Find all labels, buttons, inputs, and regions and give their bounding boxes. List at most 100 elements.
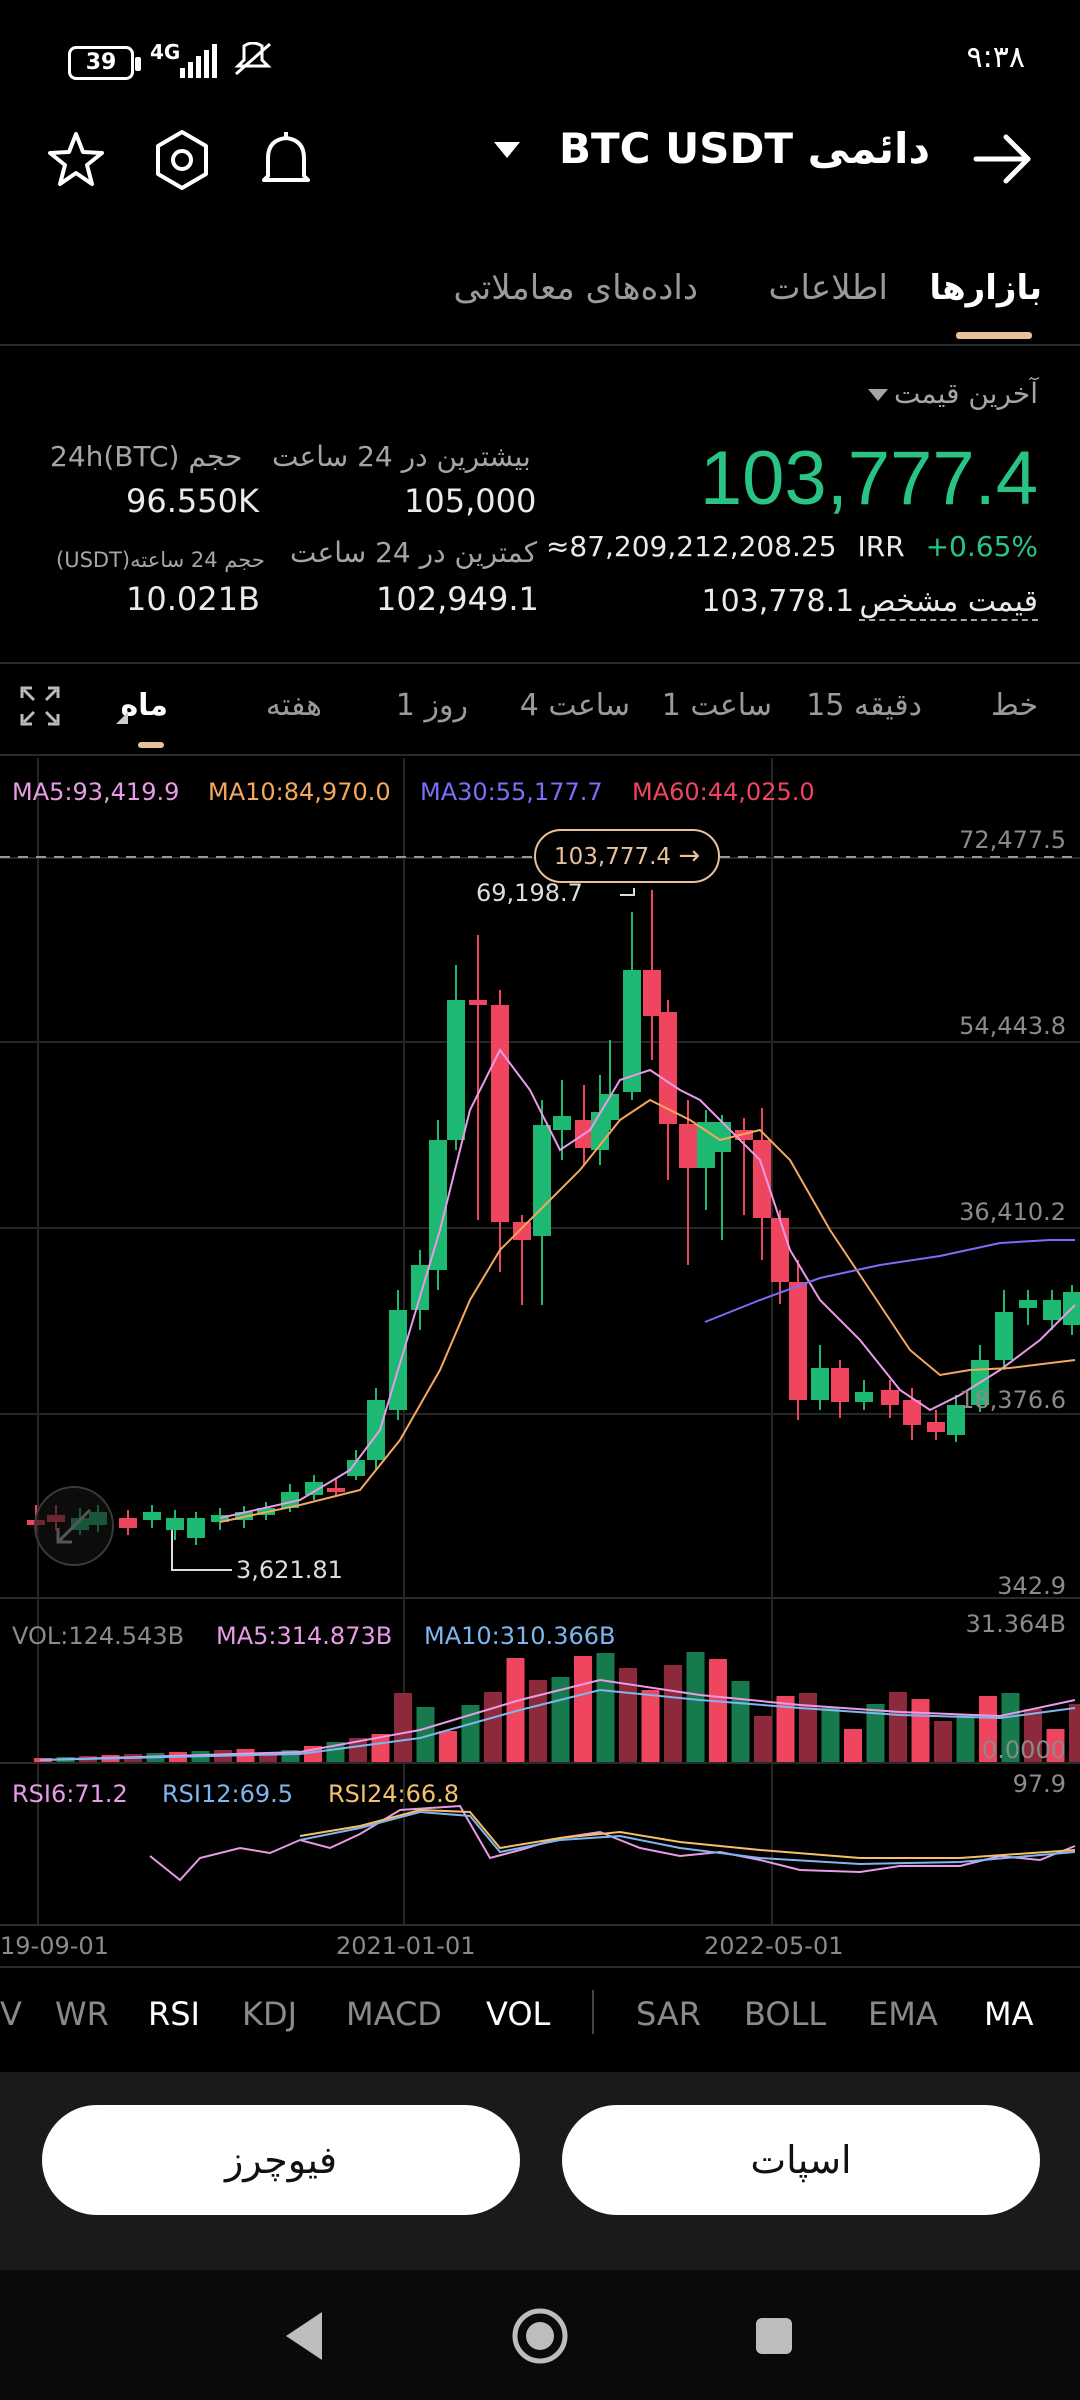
rsi12-legend: RSI12:69.5 <box>162 1780 294 1808</box>
volume-bar <box>416 1707 435 1762</box>
candle <box>211 1515 229 1522</box>
candle <box>601 1094 619 1120</box>
battery-indicator: 39 <box>68 46 141 80</box>
volume-bar <box>686 1652 705 1762</box>
candle <box>789 1282 807 1400</box>
rsi12-line <box>299 1810 1076 1866</box>
active-tab-indicator <box>956 332 1032 339</box>
volume-bar <box>1001 1693 1020 1762</box>
candle <box>771 1218 789 1282</box>
candle <box>327 1488 345 1492</box>
timeframe-4h[interactable]: 4 ساعت <box>519 688 630 723</box>
current-price-tag[interactable]: 103,777.4 → <box>534 829 720 883</box>
last-price: 103,777.4 <box>699 436 1038 521</box>
candle <box>187 1518 205 1538</box>
futures-button[interactable]: فیوچرز <box>42 2105 520 2215</box>
candle <box>429 1140 447 1270</box>
high-24h-label: بیشترین در 24 ساعت <box>272 440 531 473</box>
candle <box>305 1482 323 1495</box>
ma30-legend: MA30:55,177.7 <box>420 778 603 806</box>
back-icon[interactable] <box>282 2310 326 2362</box>
volume-bar <box>776 1696 795 1762</box>
candle <box>553 1116 571 1130</box>
candle <box>903 1400 921 1425</box>
indicator-boll[interactable]: BOLL <box>744 1995 827 2033</box>
volume-usdt-value: 10.021B <box>126 580 260 618</box>
high-marker-leader <box>620 888 635 896</box>
indicator-wr[interactable]: WR <box>55 1995 109 2033</box>
candle <box>995 1312 1013 1360</box>
ma5-line <box>219 1048 1076 1519</box>
divider <box>0 1966 1080 1968</box>
pair-title[interactable]: BTC USDT دائمی <box>559 124 930 173</box>
candlestick-chart[interactable] <box>0 755 1080 1935</box>
indicator-vol[interactable]: VOL <box>486 1995 551 2033</box>
indicator-macd[interactable]: MACD <box>346 1995 442 2033</box>
back-arrow-icon[interactable] <box>968 124 1038 194</box>
fullscreen-icon[interactable] <box>20 686 60 726</box>
candle <box>347 1460 365 1476</box>
volume-btc-label: 24h(BTC) حجم <box>50 440 243 473</box>
low-24h-label: کمترین در 24 ساعت <box>290 536 538 569</box>
spot-button[interactable]: اسپات <box>562 2105 1040 2215</box>
volume-bar <box>754 1716 772 1762</box>
timeframe-week[interactable]: هفته <box>265 688 322 723</box>
indicator-ma[interactable]: MA <box>984 1995 1034 2033</box>
candle <box>1019 1300 1037 1308</box>
candle <box>679 1124 697 1168</box>
candle <box>491 1005 509 1222</box>
indicator-rsi[interactable]: RSI <box>148 1995 200 2033</box>
indicator-sar[interactable]: SAR <box>636 1995 702 2033</box>
volume-bar <box>1024 1709 1042 1762</box>
volume-btc-value: 96.550K <box>126 482 259 520</box>
low-marker-leader <box>171 1530 232 1571</box>
status-bar: 39 4G ۹:۳۸ <box>0 0 1080 120</box>
candle <box>119 1518 137 1528</box>
candle <box>713 1122 731 1152</box>
rsi6-legend: RSI6:71.2 <box>12 1780 128 1808</box>
tab-trading-data[interactable]: داده‌های معاملاتی <box>453 268 698 308</box>
volume-bar <box>664 1665 682 1762</box>
volume-bar <box>1046 1729 1065 1762</box>
rsi-axis-top: 97.9 <box>1012 1770 1066 1798</box>
volume-bar <box>259 1754 277 1762</box>
volume-bar <box>619 1668 637 1762</box>
rsi24-legend: RSI24:66.8 <box>328 1780 460 1808</box>
date-axis-label: 2022-05-01 <box>704 1932 844 1960</box>
timeframe-month[interactable]: ماه <box>120 688 168 723</box>
tab-markets[interactable]: بازارها <box>929 268 1042 308</box>
volume-bar <box>731 1681 750 1762</box>
crosshair-toggle[interactable] <box>34 1486 114 1566</box>
bell-icon[interactable] <box>246 120 326 200</box>
timeframe-line[interactable]: خط <box>990 688 1038 723</box>
indicator-v[interactable]: V <box>0 1995 22 2033</box>
indicator-kdj[interactable]: KDJ <box>242 1995 298 2033</box>
volume-bar <box>979 1696 997 1762</box>
date-axis-label: 2021-01-01 <box>336 1932 476 1960</box>
price-axis-label: 36,410.2 <box>959 1198 1066 1226</box>
divider <box>0 662 1080 664</box>
network-type: 4G <box>150 40 181 64</box>
timeframe-1d[interactable]: 1 روز <box>395 688 468 723</box>
vol-ma5-legend: MA5:314.873B <box>216 1622 393 1650</box>
tab-info[interactable]: اطلاعات <box>768 268 888 308</box>
favorite-star-icon[interactable] <box>36 120 116 200</box>
timeframe-1h[interactable]: 1 ساعت <box>661 688 772 723</box>
volume-bar <box>1069 1704 1080 1762</box>
candle <box>947 1405 965 1435</box>
vol-axis-bottom: 0.0000 <box>982 1736 1066 1764</box>
rsi24-line <box>299 1808 1076 1859</box>
active-timeframe-indicator <box>138 742 164 748</box>
candle <box>881 1390 899 1405</box>
candle <box>411 1265 429 1310</box>
price-type-dropdown[interactable]: آخرین قیمت <box>867 377 1038 410</box>
pair-dropdown-icon[interactable] <box>494 142 520 158</box>
recents-icon[interactable] <box>754 2316 794 2356</box>
timeframe-15m[interactable]: 15 دقیقه <box>806 688 922 723</box>
indicator-ema[interactable]: EMA <box>868 1995 938 2033</box>
settings-icon[interactable] <box>142 120 222 200</box>
high-marker-label: 69,198.7 <box>476 879 583 907</box>
candle <box>166 1518 184 1530</box>
candle <box>513 1222 531 1240</box>
home-icon[interactable] <box>510 2306 570 2366</box>
